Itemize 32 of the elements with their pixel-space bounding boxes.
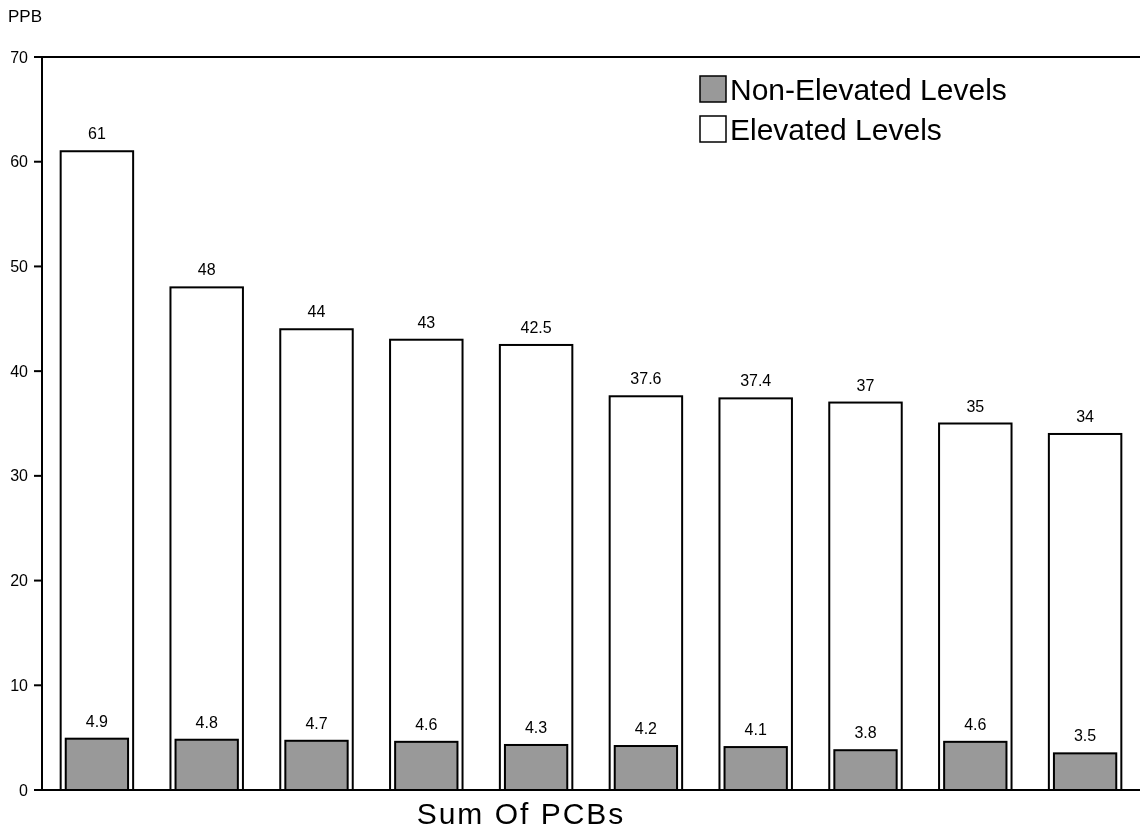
data-label: 43: [417, 313, 436, 331]
legend-label: Elevated Levels: [730, 112, 942, 146]
data-label: 4.1: [744, 721, 767, 739]
data-label: 37: [856, 376, 875, 394]
data-label: 34: [1076, 407, 1095, 425]
y-tick-label: 10: [10, 676, 29, 694]
data-label: 4.2: [634, 720, 658, 738]
y-tick-label: 50: [10, 258, 29, 276]
data-label: 37.4: [740, 372, 772, 390]
legend-label: Non-Elevated Levels: [730, 72, 1007, 106]
data-label: 4.6: [415, 715, 438, 733]
y-tick-label: 0: [19, 781, 29, 799]
data-label: 4.7: [305, 714, 328, 732]
data-label: 42.5: [520, 318, 552, 336]
data-label: 61: [88, 125, 106, 143]
data-label: 4.6: [964, 715, 987, 733]
data-label: 3.5: [1073, 727, 1097, 745]
data-label: 4.3: [524, 718, 548, 736]
data-label: 48: [197, 261, 216, 279]
y-tick-label: 40: [10, 362, 29, 380]
data-label: 3.8: [854, 724, 877, 742]
y-axis-title: PPB: [8, 7, 43, 26]
y-tick-label: 70: [10, 48, 29, 66]
data-label: 4.9: [85, 712, 109, 730]
data-label: 4.8: [195, 713, 218, 731]
y-tick-label: 60: [10, 153, 29, 171]
y-tick-label: 20: [10, 572, 29, 590]
data-label: 44: [307, 303, 326, 321]
data-label: 35: [966, 397, 985, 415]
data-label: 37.6: [630, 370, 662, 388]
y-tick-label: 30: [10, 467, 29, 485]
x-axis-title: Sum Of PCBs: [416, 797, 626, 830]
